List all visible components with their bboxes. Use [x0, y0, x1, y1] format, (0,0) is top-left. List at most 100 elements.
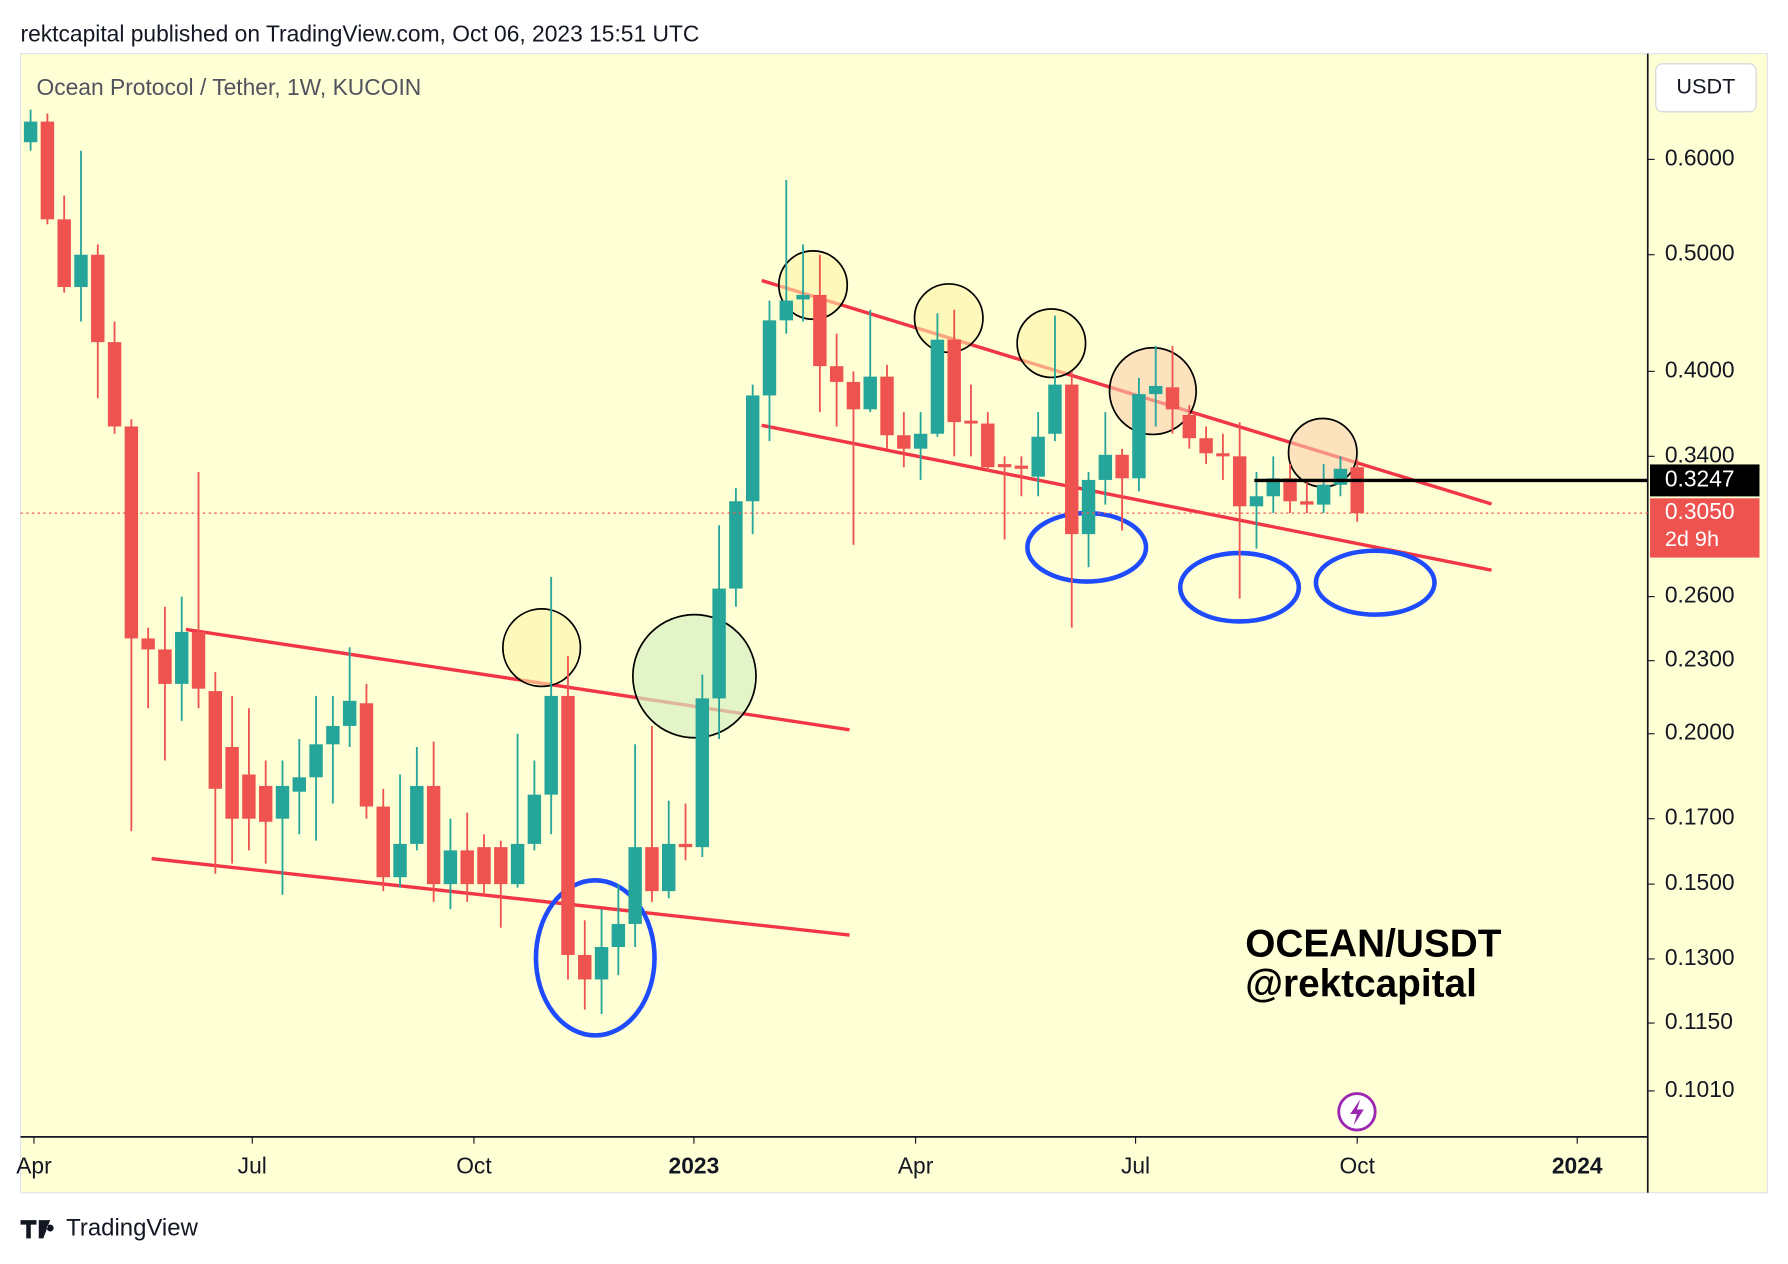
candle-body — [477, 847, 491, 885]
candle-body — [1232, 456, 1247, 507]
annotation-text: OCEAN/USDT — [1245, 923, 1502, 966]
x-tick-label: Oct — [456, 1153, 492, 1179]
candle-body — [1249, 496, 1264, 507]
candle-body — [258, 785, 273, 822]
trendline — [761, 423, 1492, 572]
candle-body — [410, 785, 424, 844]
candle-body — [175, 631, 189, 684]
freehand-circle — [533, 878, 657, 1038]
candle-body — [74, 254, 88, 288]
y-tick-label: 0.2000 — [1665, 719, 1735, 745]
currency-button[interactable] — [1655, 63, 1757, 113]
x-tick-label: Jul — [1121, 1153, 1150, 1179]
candle-body — [981, 423, 995, 468]
candle-body — [1182, 414, 1197, 439]
y-tick-label: 0.1700 — [1665, 804, 1735, 830]
candle-body — [292, 777, 307, 792]
candle-body — [813, 294, 827, 367]
candle-body — [342, 700, 357, 726]
candle-body — [779, 300, 793, 321]
candle-body — [376, 806, 390, 878]
x-tick-label: 2024 — [1552, 1153, 1603, 1179]
y-tick-label: 0.2600 — [1665, 582, 1735, 608]
candle-body — [897, 435, 911, 449]
candle-body — [1350, 467, 1364, 514]
candle-body — [594, 947, 609, 980]
highlight-circle — [1016, 308, 1087, 379]
candle-body — [863, 376, 877, 410]
candle-body — [846, 381, 861, 410]
candle-body — [510, 843, 525, 885]
candle-body — [1316, 484, 1331, 505]
candle-body — [460, 850, 474, 885]
tradingview-logo — [20, 1220, 54, 1239]
candle-body — [326, 725, 340, 745]
y-tick-label: 0.3400 — [1665, 441, 1735, 467]
candle-body — [158, 649, 172, 684]
candle-body — [1148, 385, 1163, 395]
currency-label: USDT — [1676, 74, 1735, 99]
candle-body — [695, 698, 710, 848]
candle-body — [1031, 436, 1045, 477]
y-tick-label: 0.1500 — [1665, 869, 1735, 895]
candle-body — [1048, 384, 1062, 434]
x-tick-label: Apr — [16, 1153, 52, 1179]
candle-body — [611, 923, 626, 948]
candle-body — [1165, 387, 1180, 410]
candle-body — [729, 501, 743, 589]
candle-body — [527, 794, 542, 844]
y-tick-label: 0.6000 — [1665, 144, 1735, 170]
x-tick-label: Oct — [1339, 1153, 1375, 1179]
candle-body — [1065, 384, 1079, 535]
candle-body — [829, 366, 844, 382]
x-tick-label: Jul — [238, 1153, 267, 1179]
y-tick-label: 0.4000 — [1665, 356, 1735, 382]
last-price-label: 0.3050 — [1665, 498, 1735, 524]
candle-body — [23, 121, 38, 143]
candle-body — [426, 785, 441, 885]
candle-body — [796, 294, 810, 300]
candle-body — [1081, 479, 1096, 535]
annotation-text: @rektcapital — [1245, 963, 1477, 1006]
highlight-circle — [502, 608, 582, 688]
price-line-box — [1650, 464, 1760, 497]
candle-body — [1098, 454, 1113, 480]
candle-body — [91, 254, 105, 343]
candle-body — [712, 588, 726, 699]
candle-body — [57, 219, 71, 288]
candle-body — [561, 695, 575, 955]
candle-body — [947, 339, 961, 423]
x-tick-label: Apr — [898, 1153, 934, 1179]
footer-brand: TradingView — [66, 1215, 198, 1242]
last-price-box — [1650, 498, 1760, 558]
x-tick-label: 2023 — [669, 1153, 720, 1179]
candle-body — [275, 785, 290, 819]
candle-body — [997, 464, 1012, 468]
candle-body — [1014, 465, 1029, 469]
candle-body — [359, 703, 374, 807]
candle-body — [1132, 394, 1146, 479]
candle-body — [578, 954, 592, 980]
chart-background — [19, 53, 1769, 1194]
candle-body — [443, 850, 458, 885]
candle-body — [544, 695, 558, 795]
candle-body — [1333, 468, 1348, 485]
candle-body — [628, 847, 642, 924]
candles — [23, 109, 1364, 1015]
candle-body — [309, 744, 323, 778]
candle-body — [1216, 453, 1230, 457]
y-tick-label: 0.1010 — [1665, 1076, 1735, 1102]
candle-body — [913, 433, 928, 449]
candle-body — [225, 746, 239, 819]
candle-body — [964, 420, 978, 424]
candle-body — [880, 376, 894, 436]
price-line-label: 0.3247 — [1665, 465, 1735, 491]
candle-body — [645, 847, 659, 892]
candle-body — [1283, 478, 1297, 502]
candle-body — [1266, 478, 1280, 497]
event-icon-bolt — [1350, 1099, 1364, 1126]
candle-body — [141, 638, 155, 650]
candle-body — [393, 843, 407, 878]
candle-body — [678, 843, 693, 848]
